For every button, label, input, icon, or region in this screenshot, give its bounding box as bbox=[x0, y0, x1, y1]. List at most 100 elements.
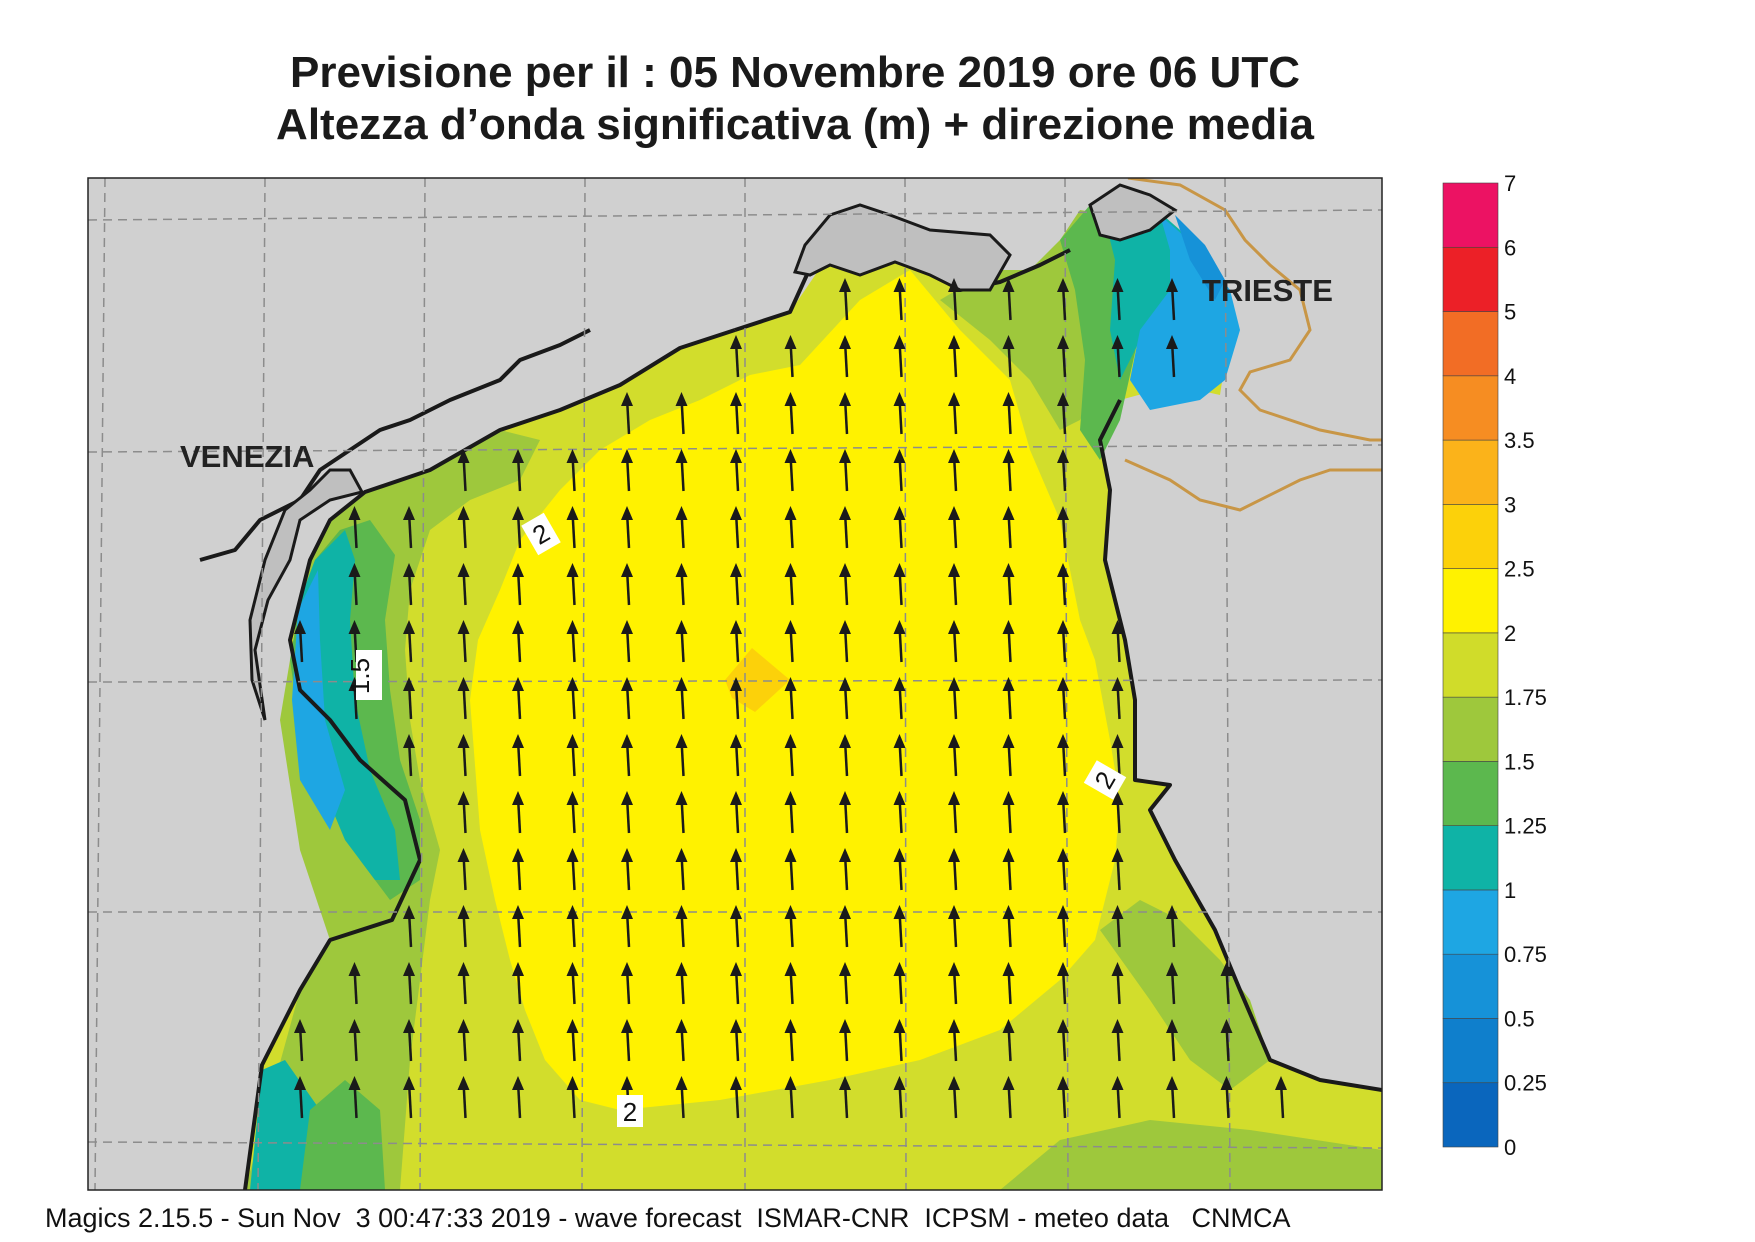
direction-arrow bbox=[784, 449, 797, 492]
colorbar-tick-label: 2.5 bbox=[1504, 557, 1535, 582]
direction-arrow bbox=[948, 848, 960, 891]
direction-arrow bbox=[948, 1019, 960, 1062]
direction-arrow bbox=[1002, 905, 1015, 948]
direction-arrow bbox=[294, 620, 306, 663]
direction-arrow bbox=[1111, 278, 1124, 321]
direction-arrow bbox=[730, 905, 742, 948]
colorbar-swatch bbox=[1442, 182, 1499, 248]
direction-arrow bbox=[1002, 335, 1015, 378]
direction-arrow bbox=[403, 620, 415, 663]
direction-arrow bbox=[566, 620, 579, 663]
direction-arrow bbox=[675, 563, 688, 606]
direction-arrow bbox=[839, 449, 851, 492]
direction-arrow bbox=[675, 392, 688, 435]
direction-arrow bbox=[784, 335, 797, 378]
direction-arrow bbox=[893, 1019, 906, 1062]
direction-arrow bbox=[893, 506, 906, 549]
direction-arrow bbox=[457, 677, 470, 720]
colorbar-swatch bbox=[1442, 246, 1499, 312]
direction-arrow bbox=[566, 677, 579, 720]
direction-arrow bbox=[730, 449, 742, 492]
direction-arrow bbox=[893, 392, 906, 435]
direction-arrow bbox=[1166, 1076, 1178, 1119]
map-subtitle: Altezza d’onda significativa (m) + direz… bbox=[276, 100, 1314, 149]
direction-arrow bbox=[1002, 1019, 1015, 1062]
colorbar-tick-label: 0.5 bbox=[1504, 1006, 1535, 1031]
colorbar-swatch bbox=[1442, 568, 1499, 634]
colorbar-swatch bbox=[1442, 953, 1499, 1019]
direction-arrow bbox=[784, 734, 797, 777]
colorbar-swatch bbox=[1442, 632, 1499, 698]
direction-arrow bbox=[839, 335, 851, 378]
direction-arrow bbox=[566, 848, 579, 891]
direction-arrow bbox=[457, 848, 470, 891]
colorbar-swatch bbox=[1442, 696, 1499, 762]
direction-arrow bbox=[457, 962, 470, 1005]
venezia-lagoon-coast bbox=[199, 328, 591, 562]
direction-arrow bbox=[675, 734, 688, 777]
direction-arrow bbox=[784, 563, 797, 606]
direction-arrow bbox=[839, 620, 851, 663]
direction-arrow bbox=[839, 962, 851, 1005]
direction-arrow bbox=[1002, 620, 1015, 663]
direction-arrow bbox=[730, 392, 742, 435]
direction-arrow bbox=[784, 506, 797, 549]
direction-arrow bbox=[839, 563, 851, 606]
direction-arrow bbox=[1057, 506, 1069, 549]
direction-arrow bbox=[1111, 734, 1124, 777]
direction-arrow bbox=[348, 563, 361, 606]
direction-arrow bbox=[730, 962, 742, 1005]
direction-arrow bbox=[457, 449, 470, 492]
direction-arrow bbox=[1002, 506, 1015, 549]
direction-arrow bbox=[566, 1076, 579, 1119]
direction-arrow bbox=[675, 1076, 688, 1119]
direction-arrow bbox=[948, 905, 960, 948]
direction-arrow bbox=[457, 620, 470, 663]
direction-arrow bbox=[730, 620, 742, 663]
direction-arrow bbox=[1166, 905, 1178, 948]
direction-arrow bbox=[948, 620, 960, 663]
direction-arrow bbox=[893, 278, 906, 321]
direction-arrow bbox=[1057, 449, 1069, 492]
direction-arrow bbox=[566, 563, 579, 606]
direction-arrow bbox=[1220, 962, 1233, 1005]
direction-arrow bbox=[566, 734, 579, 777]
direction-arrow bbox=[784, 620, 797, 663]
direction-arrow bbox=[839, 791, 851, 834]
direction-arrow bbox=[730, 506, 742, 549]
colorbar-tick-label: 6 bbox=[1504, 235, 1516, 260]
direction-arrow bbox=[1057, 791, 1069, 834]
direction-arrow bbox=[1111, 1019, 1124, 1062]
direction-arrow bbox=[839, 392, 851, 435]
direction-arrow bbox=[893, 1076, 906, 1119]
direction-arrow bbox=[1166, 962, 1178, 1005]
direction-arrow bbox=[948, 962, 960, 1005]
direction-arrow bbox=[948, 734, 960, 777]
direction-arrow bbox=[839, 677, 851, 720]
direction-arrow bbox=[403, 734, 415, 777]
direction-arrow bbox=[1111, 335, 1124, 378]
direction-arrow bbox=[566, 449, 579, 492]
direction-arrow bbox=[730, 1076, 742, 1119]
direction-arrow bbox=[893, 449, 906, 492]
direction-arrow bbox=[1111, 620, 1124, 663]
direction-arrow bbox=[948, 278, 960, 321]
direction-arrow bbox=[948, 449, 960, 492]
direction-arrow bbox=[1002, 392, 1015, 435]
direction-arrow bbox=[948, 791, 960, 834]
direction-arrow bbox=[675, 791, 688, 834]
direction-arrow bbox=[893, 335, 906, 378]
direction-arrow bbox=[1057, 677, 1069, 720]
direction-arrow bbox=[1057, 734, 1069, 777]
direction-arrow bbox=[512, 506, 524, 549]
direction-arrow bbox=[457, 791, 470, 834]
wave-zone-2.5-3 bbox=[725, 648, 790, 712]
direction-arrow bbox=[403, 563, 415, 606]
direction-arrow bbox=[1057, 1076, 1069, 1119]
direction-arrow bbox=[403, 1019, 415, 1062]
direction-arrow bbox=[1002, 791, 1015, 834]
direction-arrow bbox=[675, 905, 688, 948]
direction-arrow bbox=[1002, 734, 1015, 777]
direction-arrow bbox=[512, 848, 524, 891]
colorbar-swatch bbox=[1442, 311, 1499, 377]
